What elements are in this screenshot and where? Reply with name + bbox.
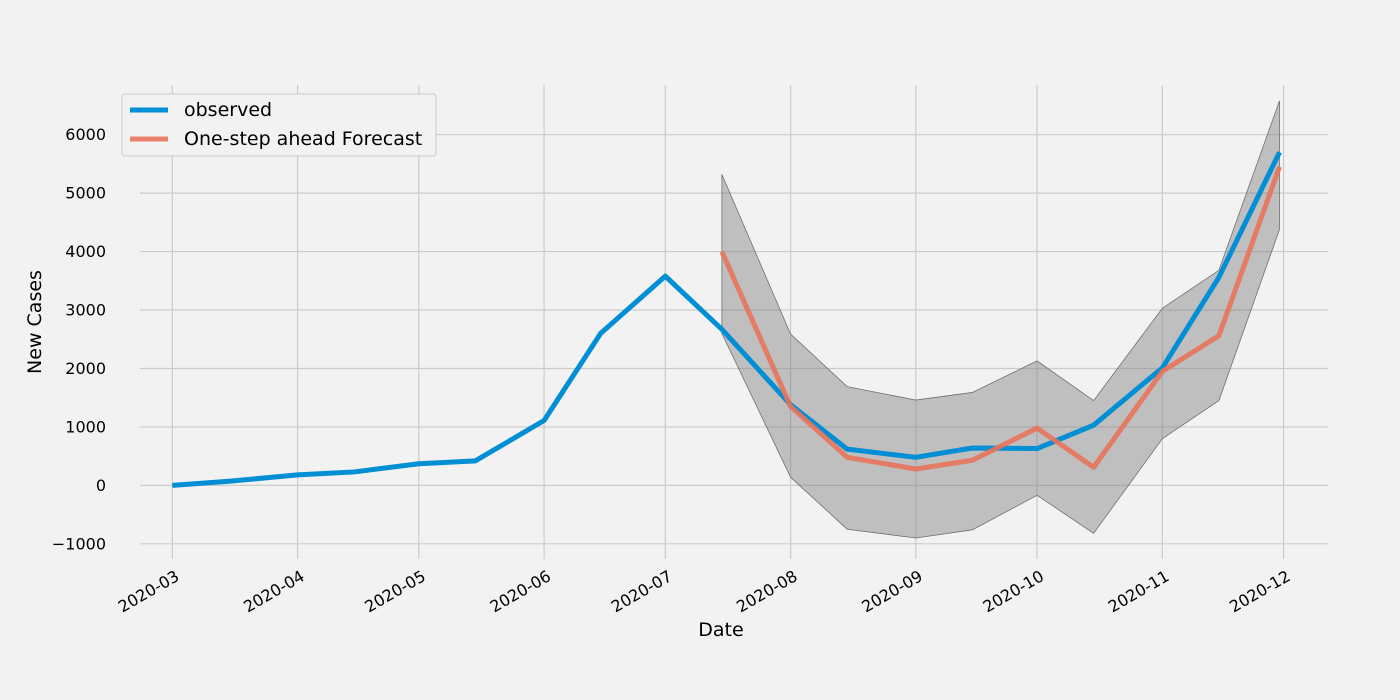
confidence-band-layer	[721, 100, 1280, 539]
y-tick-label: 3000	[65, 301, 106, 320]
y-tick-label: 5000	[65, 184, 106, 203]
legend-box	[121, 93, 437, 157]
y-axis-title: New Cases	[24, 270, 46, 374]
confidence-band	[721, 100, 1280, 539]
legend-label: observed	[184, 99, 272, 121]
y-tick-label: 1000	[65, 417, 106, 436]
grid	[140, 85, 1328, 545]
y-tick-label: 2000	[65, 359, 106, 378]
y-tick-label: 4000	[65, 242, 106, 261]
legend: observed One-step ahead Forecast	[121, 93, 437, 157]
y-tick-label: 0	[96, 476, 106, 495]
y-tick-label: −1000	[52, 534, 106, 553]
series-layer	[172, 151, 1282, 488]
legend-label: One-step ahead Forecast	[184, 128, 422, 150]
series-line-forecast	[719, 165, 1282, 472]
y-axis: −1000 0 1000 2000 3000 4000 5000 6000	[52, 125, 106, 553]
x-axis-title: Date	[698, 619, 743, 641]
series-line-observed	[172, 151, 1282, 488]
y-tick-label: 6000	[65, 125, 106, 144]
